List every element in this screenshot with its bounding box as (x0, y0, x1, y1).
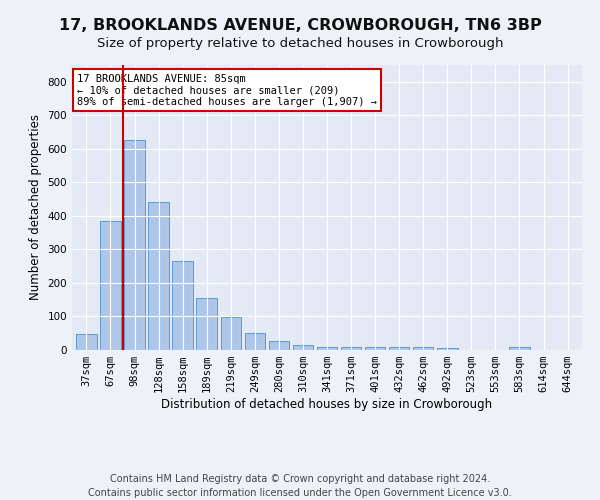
Bar (389, 346, 409, 350)
Text: Size of property relative to detached houses in Crowborough: Size of property relative to detached ho… (97, 38, 503, 51)
Bar (269, 341, 289, 350)
Bar (76, 334, 97, 350)
Bar (341, 346, 361, 350)
Bar (172, 261, 193, 350)
Bar (437, 348, 458, 350)
Text: 17 BROOKLANDS AVENUE: 85sqm
← 10% of detached houses are smaller (209)
89% of se: 17 BROOKLANDS AVENUE: 85sqm ← 10% of det… (77, 74, 377, 107)
Text: Contains HM Land Registry data © Crown copyright and database right 2024.
Contai: Contains HM Land Registry data © Crown c… (88, 474, 512, 498)
Text: 17, BROOKLANDS AVENUE, CROWBOROUGH, TN6 3BP: 17, BROOKLANDS AVENUE, CROWBOROUGH, TN6 … (59, 18, 541, 32)
Bar (148, 202, 169, 350)
Y-axis label: Number of detached properties: Number of detached properties (29, 114, 42, 300)
Bar (100, 221, 121, 350)
Bar (245, 332, 265, 350)
Bar (124, 140, 145, 350)
Bar (509, 348, 530, 350)
Bar (221, 318, 241, 350)
Bar (365, 346, 385, 350)
Bar (196, 298, 217, 350)
X-axis label: Distribution of detached houses by size in Crowborough: Distribution of detached houses by size … (161, 398, 493, 411)
Bar (293, 344, 313, 350)
Bar (317, 346, 337, 350)
Bar (413, 346, 433, 350)
